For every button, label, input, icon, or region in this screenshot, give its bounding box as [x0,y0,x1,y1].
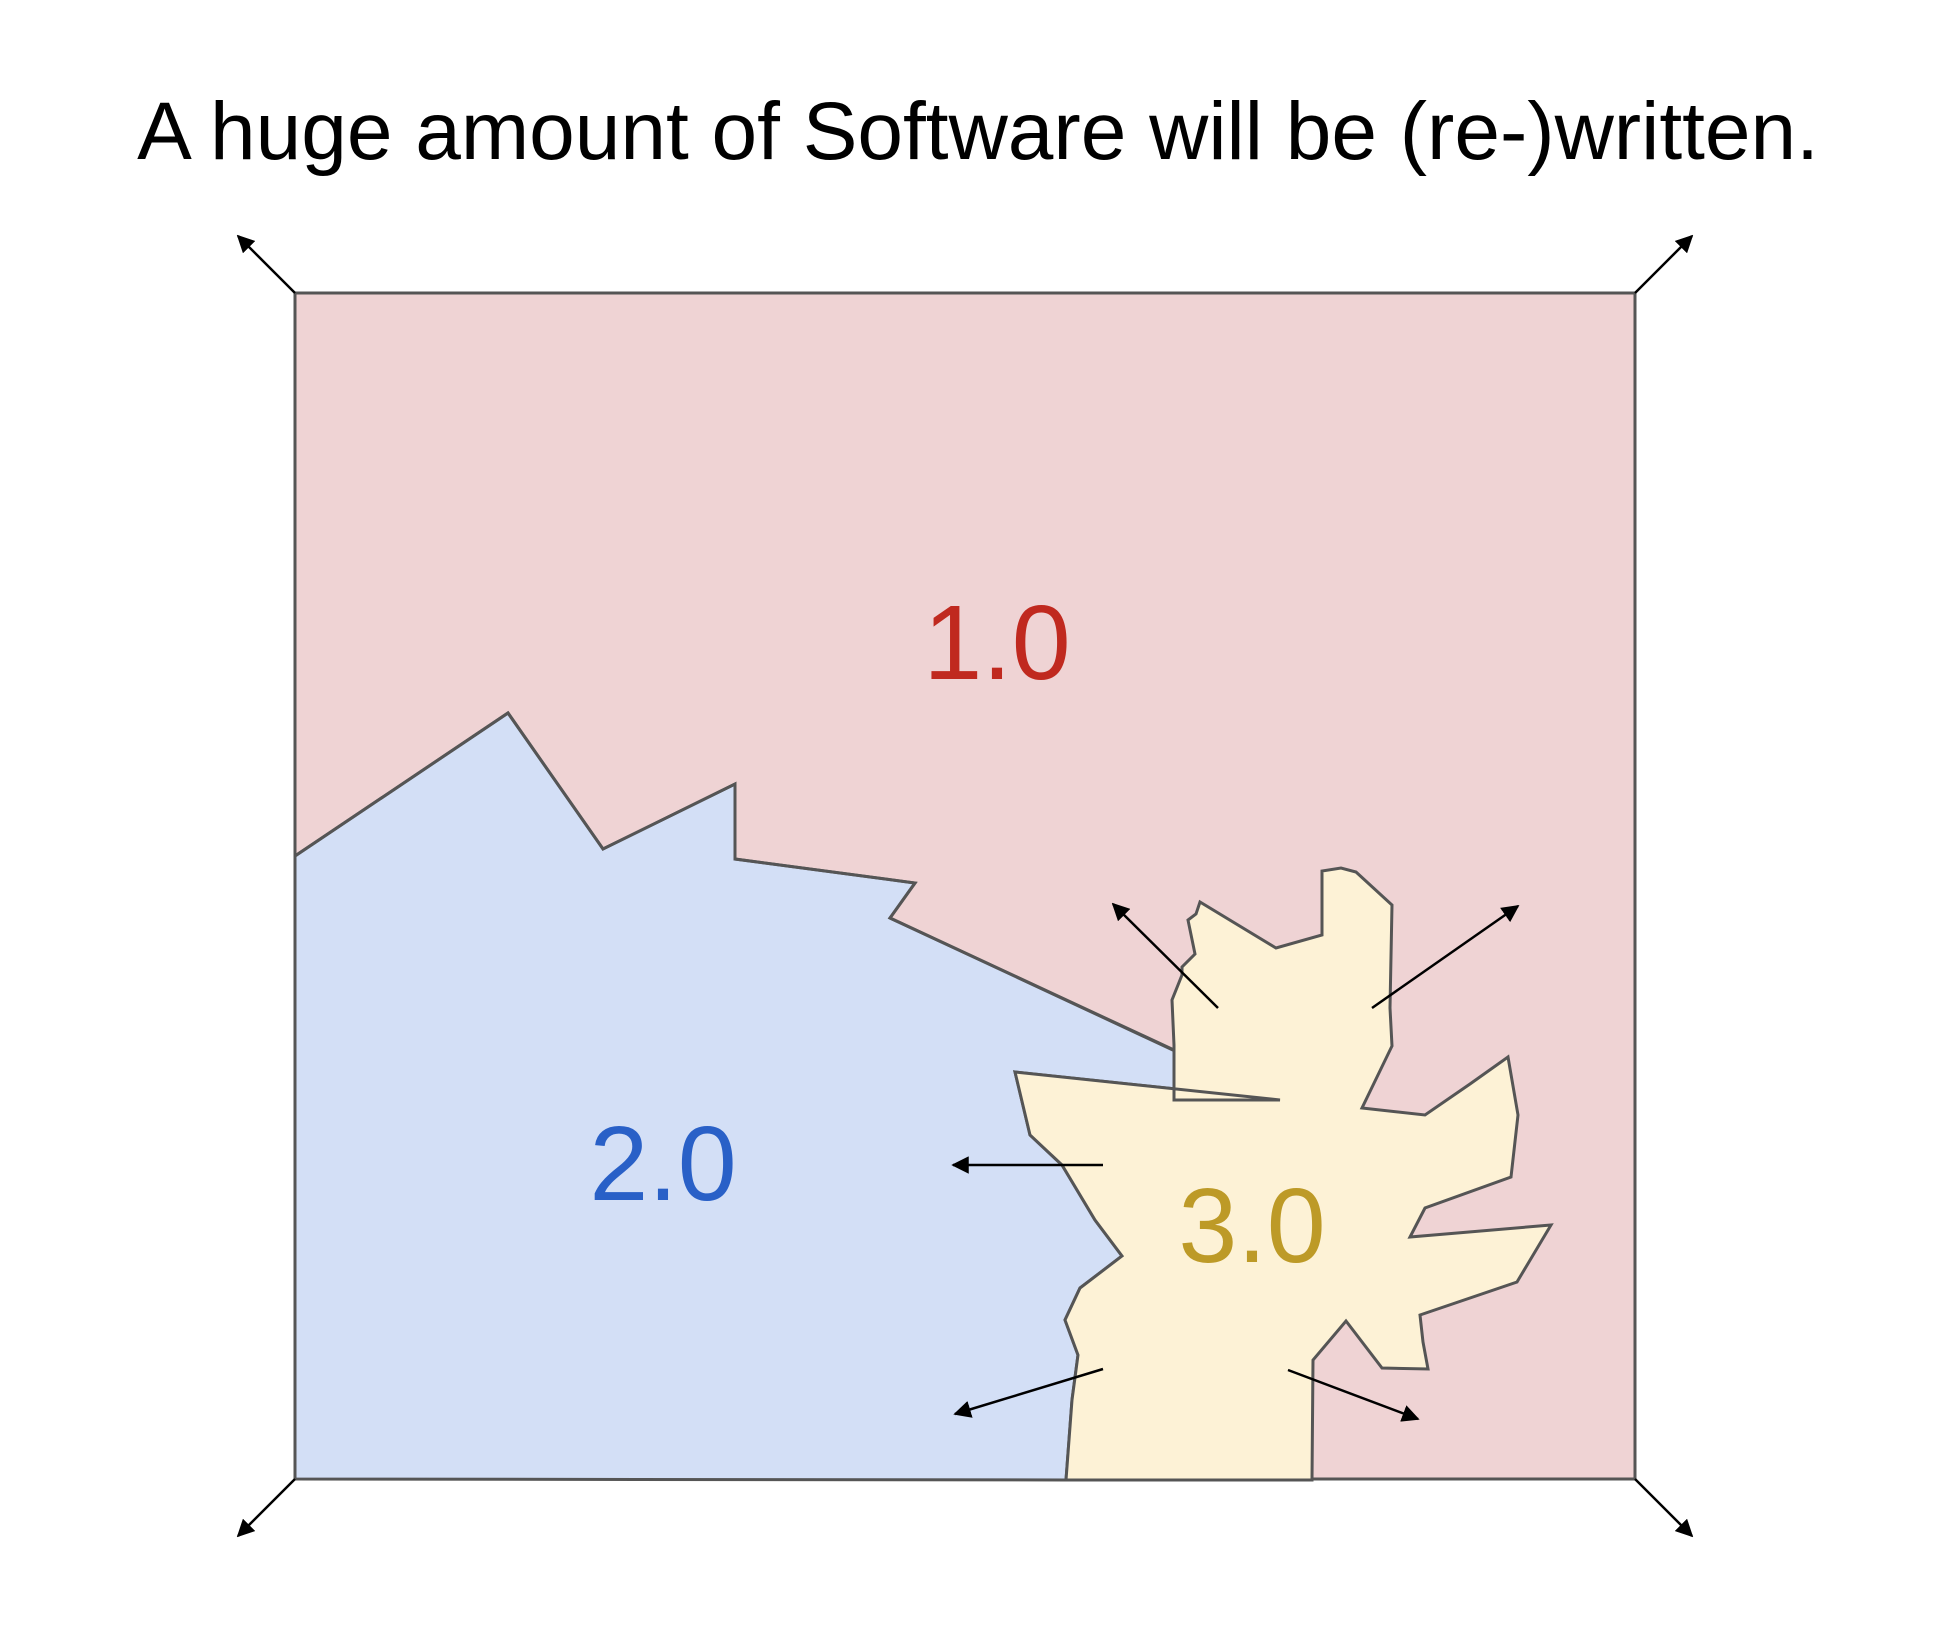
region-label-1-0: 1.0 [923,584,1070,702]
corner-arrow-top-right [1634,234,1694,294]
growth-arrow-down-right [1287,1368,1420,1422]
region-3-0 [1013,866,1554,1482]
corner-arrow-bottom-right [1634,1478,1694,1538]
growth-arrow-down-left [953,1367,1104,1418]
corner-arrow-top-left [236,234,296,294]
growth-arrow-up-right [1371,904,1520,1010]
slide-title: A huge amount of Software will be (re-)w… [137,86,1819,177]
corner-arrow-bottom-left [236,1478,296,1538]
growth-arrow-up-left [1111,902,1219,1009]
region-label-3-0: 3.0 [1178,1167,1325,1285]
region-label-2-0: 2.0 [589,1105,736,1223]
boundary-1-2 [294,710,1175,1052]
